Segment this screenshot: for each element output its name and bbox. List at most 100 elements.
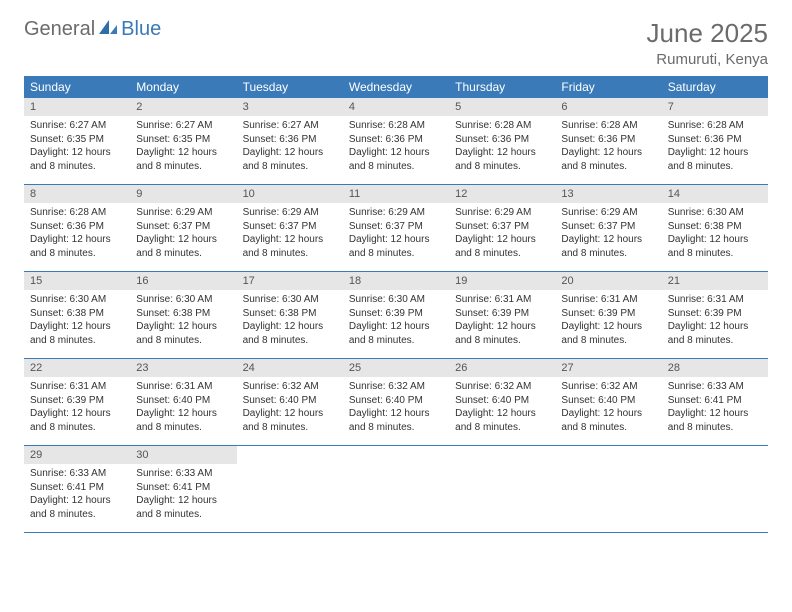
sunset-line: Sunset: 6:40 PM bbox=[455, 394, 549, 408]
calendar-day: 27Sunrise: 6:32 AMSunset: 6:40 PMDayligh… bbox=[555, 359, 661, 445]
sunrise-line: Sunrise: 6:27 AM bbox=[243, 119, 337, 133]
day-details: Sunrise: 6:30 AMSunset: 6:39 PMDaylight:… bbox=[343, 290, 449, 353]
day-number: 26 bbox=[449, 359, 555, 377]
day-details: Sunrise: 6:31 AMSunset: 6:40 PMDaylight:… bbox=[130, 377, 236, 440]
day-details: Sunrise: 6:30 AMSunset: 6:38 PMDaylight:… bbox=[662, 203, 768, 266]
daylight-line: Daylight: 12 hours and 8 minutes. bbox=[668, 320, 762, 347]
daylight-line: Daylight: 12 hours and 8 minutes. bbox=[30, 407, 124, 434]
sunset-line: Sunset: 6:36 PM bbox=[243, 133, 337, 147]
calendar-day: 22Sunrise: 6:31 AMSunset: 6:39 PMDayligh… bbox=[24, 359, 130, 445]
sunset-line: Sunset: 6:37 PM bbox=[455, 220, 549, 234]
daylight-line: Daylight: 12 hours and 8 minutes. bbox=[136, 146, 230, 173]
sunrise-line: Sunrise: 6:30 AM bbox=[243, 293, 337, 307]
sunset-line: Sunset: 6:39 PM bbox=[455, 307, 549, 321]
daylight-line: Daylight: 12 hours and 8 minutes. bbox=[243, 407, 337, 434]
calendar-day-empty bbox=[662, 446, 768, 532]
day-number: 4 bbox=[343, 98, 449, 116]
calendar-day: 17Sunrise: 6:30 AMSunset: 6:38 PMDayligh… bbox=[237, 272, 343, 358]
sunrise-line: Sunrise: 6:28 AM bbox=[455, 119, 549, 133]
sunset-line: Sunset: 6:37 PM bbox=[136, 220, 230, 234]
sunrise-line: Sunrise: 6:28 AM bbox=[668, 119, 762, 133]
daylight-line: Daylight: 12 hours and 8 minutes. bbox=[243, 146, 337, 173]
weekday-header: Tuesday bbox=[237, 76, 343, 98]
calendar-day-empty bbox=[343, 446, 449, 532]
sunrise-line: Sunrise: 6:31 AM bbox=[455, 293, 549, 307]
calendar-day: 3 Sunrise: 6:27 AMSunset: 6:36 PMDaylight… bbox=[237, 98, 343, 184]
day-number: 12 bbox=[449, 185, 555, 203]
title-month: June 2025 bbox=[647, 18, 768, 49]
weekday-header: Friday bbox=[555, 76, 661, 98]
day-number: 27 bbox=[555, 359, 661, 377]
day-details: Sunrise: 6:28 AMSunset: 6:36 PMDaylight:… bbox=[343, 116, 449, 179]
daylight-line: Daylight: 12 hours and 8 minutes. bbox=[136, 494, 230, 521]
calendar-day-empty bbox=[449, 446, 555, 532]
sunset-line: Sunset: 6:38 PM bbox=[668, 220, 762, 234]
daylight-line: Daylight: 12 hours and 8 minutes. bbox=[561, 320, 655, 347]
day-details: Sunrise: 6:30 AMSunset: 6:38 PMDaylight:… bbox=[24, 290, 130, 353]
day-details: Sunrise: 6:33 AMSunset: 6:41 PMDaylight:… bbox=[662, 377, 768, 440]
daylight-line: Daylight: 12 hours and 8 minutes. bbox=[455, 407, 549, 434]
sunset-line: Sunset: 6:38 PM bbox=[136, 307, 230, 321]
sunrise-line: Sunrise: 6:29 AM bbox=[455, 206, 549, 220]
weekday-header: Wednesday bbox=[343, 76, 449, 98]
calendar-day: 8Sunrise: 6:28 AMSunset: 6:36 PMDaylight… bbox=[24, 185, 130, 271]
day-details: Sunrise: 6:33 AMSunset: 6:41 PMDaylight:… bbox=[24, 464, 130, 527]
sunset-line: Sunset: 6:39 PM bbox=[30, 394, 124, 408]
day-number: 14 bbox=[662, 185, 768, 203]
sunrise-line: Sunrise: 6:31 AM bbox=[30, 380, 124, 394]
daylight-line: Daylight: 12 hours and 8 minutes. bbox=[136, 320, 230, 347]
calendar-day: 15Sunrise: 6:30 AMSunset: 6:38 PMDayligh… bbox=[24, 272, 130, 358]
calendar-week-row: 29Sunrise: 6:33 AMSunset: 6:41 PMDayligh… bbox=[24, 446, 768, 533]
calendar-day: 30Sunrise: 6:33 AMSunset: 6:41 PMDayligh… bbox=[130, 446, 236, 532]
daylight-line: Daylight: 12 hours and 8 minutes. bbox=[455, 146, 549, 173]
logo-text-blue: Blue bbox=[121, 18, 161, 41]
day-number: 11 bbox=[343, 185, 449, 203]
sunset-line: Sunset: 6:36 PM bbox=[668, 133, 762, 147]
day-number: 19 bbox=[449, 272, 555, 290]
daylight-line: Daylight: 12 hours and 8 minutes. bbox=[349, 407, 443, 434]
daylight-line: Daylight: 12 hours and 8 minutes. bbox=[30, 320, 124, 347]
calendar-week-row: 15Sunrise: 6:30 AMSunset: 6:38 PMDayligh… bbox=[24, 272, 768, 359]
daylight-line: Daylight: 12 hours and 8 minutes. bbox=[243, 233, 337, 260]
sunset-line: Sunset: 6:40 PM bbox=[561, 394, 655, 408]
sunrise-line: Sunrise: 6:30 AM bbox=[136, 293, 230, 307]
day-details: Sunrise: 6:28 AMSunset: 6:36 PMDaylight:… bbox=[449, 116, 555, 179]
day-details: Sunrise: 6:28 AMSunset: 6:36 PMDaylight:… bbox=[662, 116, 768, 179]
calendar-day: 25Sunrise: 6:32 AMSunset: 6:40 PMDayligh… bbox=[343, 359, 449, 445]
calendar-day: 12Sunrise: 6:29 AMSunset: 6:37 PMDayligh… bbox=[449, 185, 555, 271]
daylight-line: Daylight: 12 hours and 8 minutes. bbox=[30, 146, 124, 173]
sunrise-line: Sunrise: 6:28 AM bbox=[30, 206, 124, 220]
calendar-day-empty bbox=[555, 446, 661, 532]
sunrise-line: Sunrise: 6:32 AM bbox=[349, 380, 443, 394]
day-number: 29 bbox=[24, 446, 130, 464]
calendar-day: 26 Sunrise: 6:32 AMSunset: 6:40 PMDayligh… bbox=[449, 359, 555, 445]
sunset-line: Sunset: 6:39 PM bbox=[668, 307, 762, 321]
sunset-line: Sunset: 6:38 PM bbox=[243, 307, 337, 321]
day-number: 23 bbox=[130, 359, 236, 377]
sunrise-line: Sunrise: 6:29 AM bbox=[243, 206, 337, 220]
sunrise-line: Sunrise: 6:28 AM bbox=[349, 119, 443, 133]
calendar-week-row: 1Sunrise: 6:27 AMSunset: 6:35 PMDaylight… bbox=[24, 98, 768, 185]
weekday-header: Monday bbox=[130, 76, 236, 98]
sunrise-line: Sunrise: 6:29 AM bbox=[349, 206, 443, 220]
weekday-header: Thursday bbox=[449, 76, 555, 98]
sunset-line: Sunset: 6:35 PM bbox=[30, 133, 124, 147]
day-number: 3 bbox=[237, 98, 343, 116]
day-number: 13 bbox=[555, 185, 661, 203]
day-number: 10 bbox=[237, 185, 343, 203]
sunrise-line: Sunrise: 6:32 AM bbox=[455, 380, 549, 394]
calendar-day: 4Sunrise: 6:28 AMSunset: 6:36 PMDaylight… bbox=[343, 98, 449, 184]
day-details: Sunrise: 6:31 AMSunset: 6:39 PMDaylight:… bbox=[555, 290, 661, 353]
calendar-day: 21Sunrise: 6:31 AMSunset: 6:39 PMDayligh… bbox=[662, 272, 768, 358]
sunrise-line: Sunrise: 6:30 AM bbox=[30, 293, 124, 307]
day-details: Sunrise: 6:28 AMSunset: 6:36 PMDaylight:… bbox=[555, 116, 661, 179]
logo-sail-icon bbox=[97, 18, 119, 41]
day-number: 8 bbox=[24, 185, 130, 203]
day-details: Sunrise: 6:31 AMSunset: 6:39 PMDaylight:… bbox=[449, 290, 555, 353]
sunrise-line: Sunrise: 6:33 AM bbox=[30, 467, 124, 481]
day-number: 5 bbox=[449, 98, 555, 116]
day-details: Sunrise: 6:28 AMSunset: 6:36 PMDaylight:… bbox=[24, 203, 130, 266]
calendar-week-row: 22Sunrise: 6:31 AMSunset: 6:39 PMDayligh… bbox=[24, 359, 768, 446]
sunset-line: Sunset: 6:36 PM bbox=[455, 133, 549, 147]
day-number: 24 bbox=[237, 359, 343, 377]
